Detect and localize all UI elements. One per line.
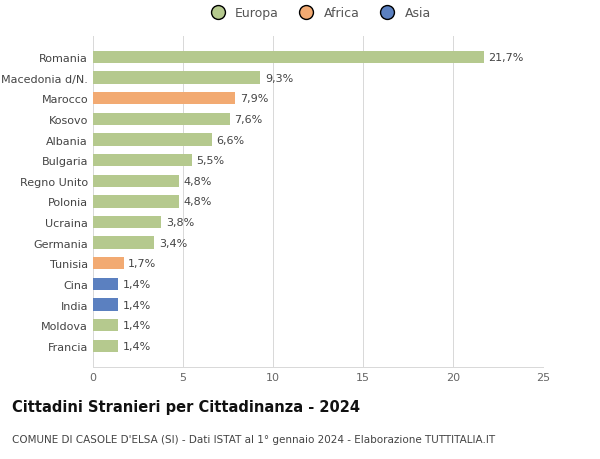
Text: 1,7%: 1,7%	[128, 259, 157, 269]
Bar	[93, 196, 179, 208]
Text: 3,4%: 3,4%	[158, 238, 187, 248]
Bar	[93, 299, 118, 311]
Text: COMUNE DI CASOLE D'ELSA (SI) - Dati ISTAT al 1° gennaio 2024 - Elaborazione TUTT: COMUNE DI CASOLE D'ELSA (SI) - Dati ISTA…	[12, 434, 495, 444]
Bar	[93, 319, 118, 331]
Text: 5,5%: 5,5%	[197, 156, 224, 166]
Bar	[93, 216, 161, 229]
Text: 1,4%: 1,4%	[123, 300, 151, 310]
Bar	[93, 340, 118, 352]
Bar	[93, 113, 230, 126]
Bar	[93, 73, 260, 84]
Text: 6,6%: 6,6%	[217, 135, 244, 145]
Bar	[93, 257, 124, 270]
Text: 1,4%: 1,4%	[123, 341, 151, 351]
Bar	[93, 134, 212, 146]
Legend: Europa, Africa, Asia: Europa, Africa, Asia	[201, 3, 435, 24]
Text: 3,8%: 3,8%	[166, 218, 194, 228]
Text: 21,7%: 21,7%	[488, 53, 523, 63]
Bar	[93, 155, 192, 167]
Text: 4,8%: 4,8%	[184, 176, 212, 186]
Text: 9,3%: 9,3%	[265, 73, 293, 84]
Text: Cittadini Stranieri per Cittadinanza - 2024: Cittadini Stranieri per Cittadinanza - 2…	[12, 399, 360, 414]
Bar	[93, 237, 154, 249]
Text: 7,9%: 7,9%	[240, 94, 268, 104]
Text: 7,6%: 7,6%	[234, 115, 263, 125]
Text: 1,4%: 1,4%	[123, 320, 151, 330]
Text: 1,4%: 1,4%	[123, 279, 151, 289]
Bar	[93, 175, 179, 188]
Bar	[93, 52, 484, 64]
Text: 4,8%: 4,8%	[184, 197, 212, 207]
Bar	[93, 93, 235, 105]
Bar	[93, 278, 118, 291]
